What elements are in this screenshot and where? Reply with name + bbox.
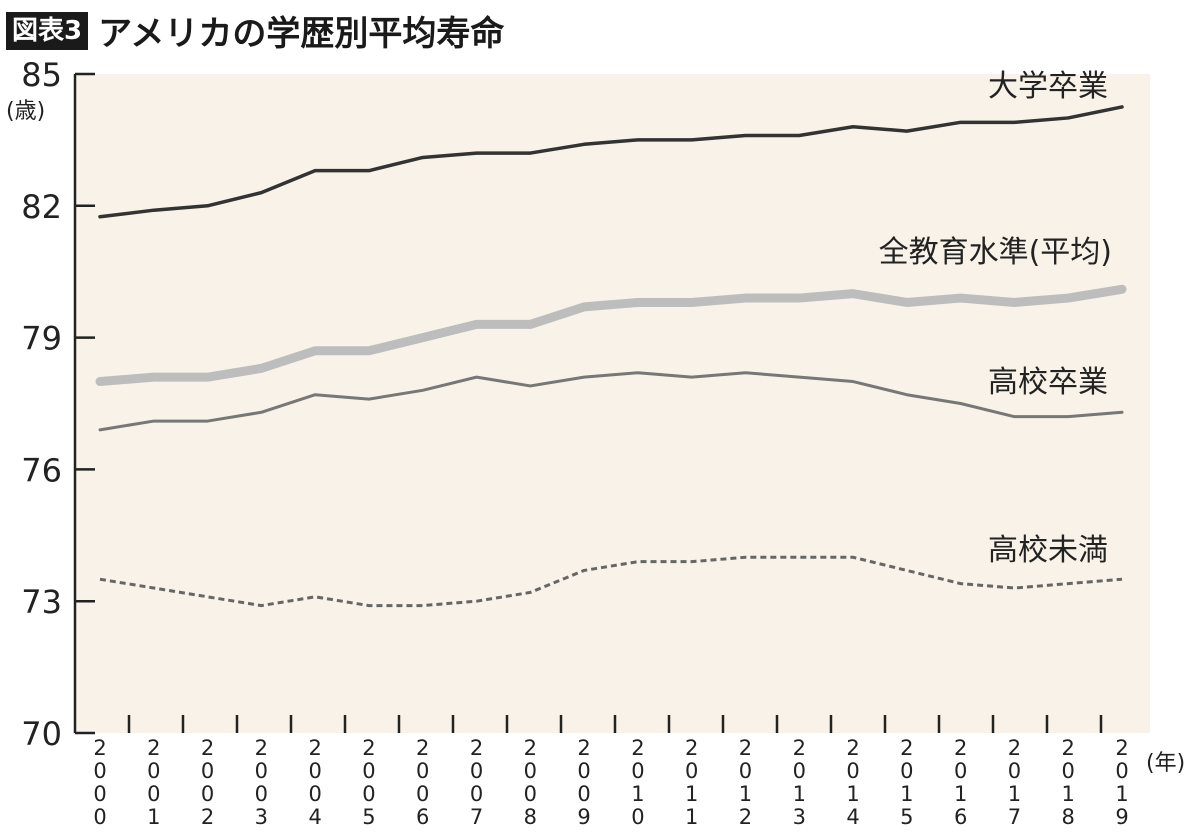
- series-label: 大学卒業: [988, 69, 1108, 104]
- figure-badge: 図表3: [6, 11, 89, 50]
- series-label: 高校未満: [988, 533, 1108, 568]
- series-label: 高校卒業: [988, 365, 1108, 400]
- y-tick-label: 85: [21, 56, 62, 94]
- series-line: [98, 105, 1124, 219]
- x-axis-label: (年): [1146, 751, 1185, 776]
- series-line: [95, 284, 1127, 387]
- plot-background: [75, 74, 1150, 733]
- chart-title: アメリカの学歴別平均寿命: [98, 14, 505, 54]
- y-tick-label: 73: [21, 583, 62, 621]
- series-line: [98, 371, 1124, 432]
- y-tick-label: 70: [21, 715, 62, 753]
- series-line: [99, 555, 1123, 608]
- series-label: 全教育水準(平均): [879, 235, 1112, 270]
- y-tick-label: 79: [21, 320, 62, 358]
- y-tick-label: 82: [21, 188, 62, 226]
- y-axis-label: (歳): [6, 99, 45, 124]
- y-tick-label: 76: [21, 451, 62, 489]
- title-block: 図表3 アメリカの学歴別平均寿命: [6, 6, 504, 55]
